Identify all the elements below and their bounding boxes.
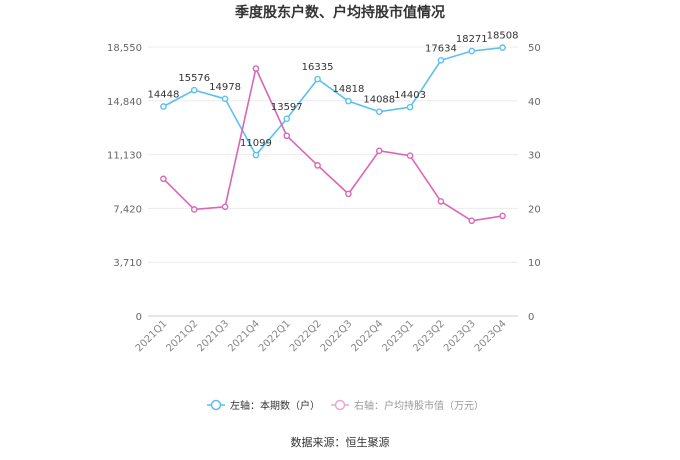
data-point-right[interactable]	[375, 147, 383, 155]
legend-marker-left	[210, 399, 222, 411]
data-point-right[interactable]	[345, 190, 352, 198]
legend-item-right-series[interactable]: 右轴：户均持股市值（万元）	[331, 399, 484, 412]
data-point-left[interactable]	[345, 97, 352, 105]
data-label: 14088	[363, 95, 395, 106]
data-point-right[interactable]	[499, 212, 506, 220]
data-point-left[interactable]	[160, 103, 167, 110]
x-axis: 2021Q12021Q22021Q32021Q42022Q12022Q22022…	[134, 318, 509, 354]
x-tick-label: 2021Q3	[195, 318, 231, 354]
data-source: 数据来源：恒生聚源	[291, 435, 390, 449]
x-tick-label: 2022Q4	[350, 318, 386, 354]
data-point-right[interactable]	[252, 65, 260, 72]
left-axis: 0 3,710 7,420 11,130 14,840 18,550	[107, 43, 142, 323]
left-tick-label: 0	[136, 312, 142, 323]
data-label: 15576	[178, 73, 210, 84]
x-tick-label: 2023Q4	[473, 318, 509, 354]
legend-marker-right	[334, 399, 346, 411]
series-layer	[160, 44, 506, 225]
data-point-right[interactable]	[406, 152, 414, 159]
x-tick-label: 2021Q4	[226, 318, 262, 354]
data-label: 11099	[240, 138, 272, 149]
series-line-right	[162, 66, 503, 222]
x-tick-label: 2022Q1	[257, 318, 293, 354]
data-point-left[interactable]	[314, 75, 321, 83]
right-tick-label: 20	[528, 204, 541, 215]
data-point-left[interactable]	[221, 95, 229, 103]
data-label: 14448	[148, 89, 180, 100]
x-tick-label: 2023Q3	[442, 318, 478, 354]
data-point-left[interactable]	[375, 108, 383, 116]
data-label: 14818	[333, 84, 365, 95]
chart-title: 季度股东户数、户均持股市值情况	[234, 4, 445, 21]
data-point-right[interactable]	[468, 217, 476, 225]
left-tick-label: 11,130	[107, 151, 142, 162]
data-point-right[interactable]	[437, 198, 445, 205]
legend-item-left-series[interactable]: 左轴：本期数（户）	[207, 399, 320, 412]
x-tick-label: 2022Q3	[319, 318, 355, 354]
right-tick-label: 10	[528, 258, 541, 269]
left-tick-label: 7,420	[113, 204, 142, 215]
data-label: 16335	[302, 62, 334, 73]
data-point-left[interactable]	[406, 103, 414, 111]
data-point-right[interactable]	[314, 162, 321, 169]
legend: 左轴：本期数（户） 右轴：户均持股市值（万元）	[207, 399, 484, 412]
right-axis: 0 10 20 30 40 50	[528, 43, 541, 323]
data-point-right[interactable]	[221, 203, 229, 211]
data-point-left[interactable]	[468, 47, 476, 55]
right-tick-label: 50	[528, 43, 541, 54]
data-point-right[interactable]	[160, 175, 167, 183]
left-tick-label: 14,840	[107, 97, 142, 108]
data-label: 17634	[425, 43, 457, 54]
data-point-left[interactable]	[499, 44, 506, 51]
x-tick-label: 2021Q1	[134, 318, 170, 354]
x-tick-label: 2022Q2	[288, 318, 324, 354]
legend-label-right: 右轴：户均持股市值（万元）	[354, 399, 484, 412]
data-label: 14403	[394, 90, 426, 101]
right-tick-label: 0	[528, 312, 534, 323]
right-tick-label: 30	[528, 151, 541, 162]
x-tick-label: 2021Q2	[165, 318, 201, 354]
data-point-left[interactable]	[437, 56, 445, 64]
data-label: 18271	[456, 34, 488, 45]
data-point-left[interactable]	[283, 115, 291, 123]
series-line-left	[163, 46, 503, 157]
data-point-left[interactable]	[252, 151, 260, 159]
left-tick-label: 3,710	[113, 258, 142, 269]
x-tick-label: 2023Q2	[411, 318, 447, 354]
data-point-right[interactable]	[190, 206, 198, 213]
data-label: 14978	[209, 82, 241, 93]
legend-label-left: 左轴：本期数（户）	[230, 399, 320, 412]
data-point-right[interactable]	[283, 132, 291, 140]
right-tick-label: 40	[528, 97, 541, 108]
left-tick-label: 18,550	[107, 43, 142, 54]
data-label: 18508	[487, 31, 519, 42]
data-point-left[interactable]	[190, 86, 198, 94]
data-label: 13597	[271, 102, 303, 113]
x-tick-label: 2023Q1	[380, 318, 416, 354]
